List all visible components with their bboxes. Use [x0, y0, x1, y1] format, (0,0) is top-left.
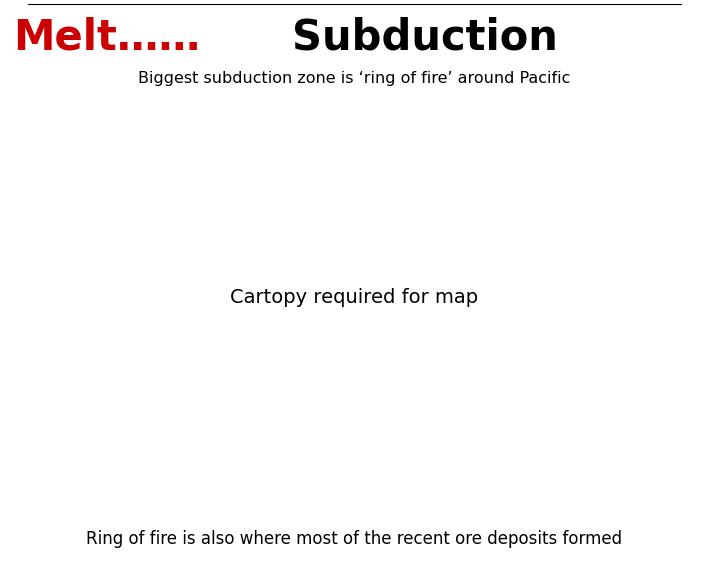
Text: Ring of fire is also where most of the recent ore deposits formed: Ring of fire is also where most of the r… [86, 529, 623, 548]
Text: Biggest subduction zone is ‘ring of fire’ around Pacific: Biggest subduction zone is ‘ring of fire… [138, 70, 571, 85]
Text: Subduction: Subduction [292, 16, 559, 58]
Text: Melt……: Melt…… [13, 16, 200, 58]
Text: Cartopy required for map: Cartopy required for map [230, 288, 479, 308]
